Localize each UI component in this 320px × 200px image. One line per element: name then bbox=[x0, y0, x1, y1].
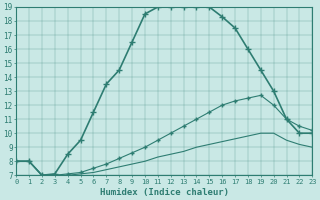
X-axis label: Humidex (Indice chaleur): Humidex (Indice chaleur) bbox=[100, 188, 229, 197]
